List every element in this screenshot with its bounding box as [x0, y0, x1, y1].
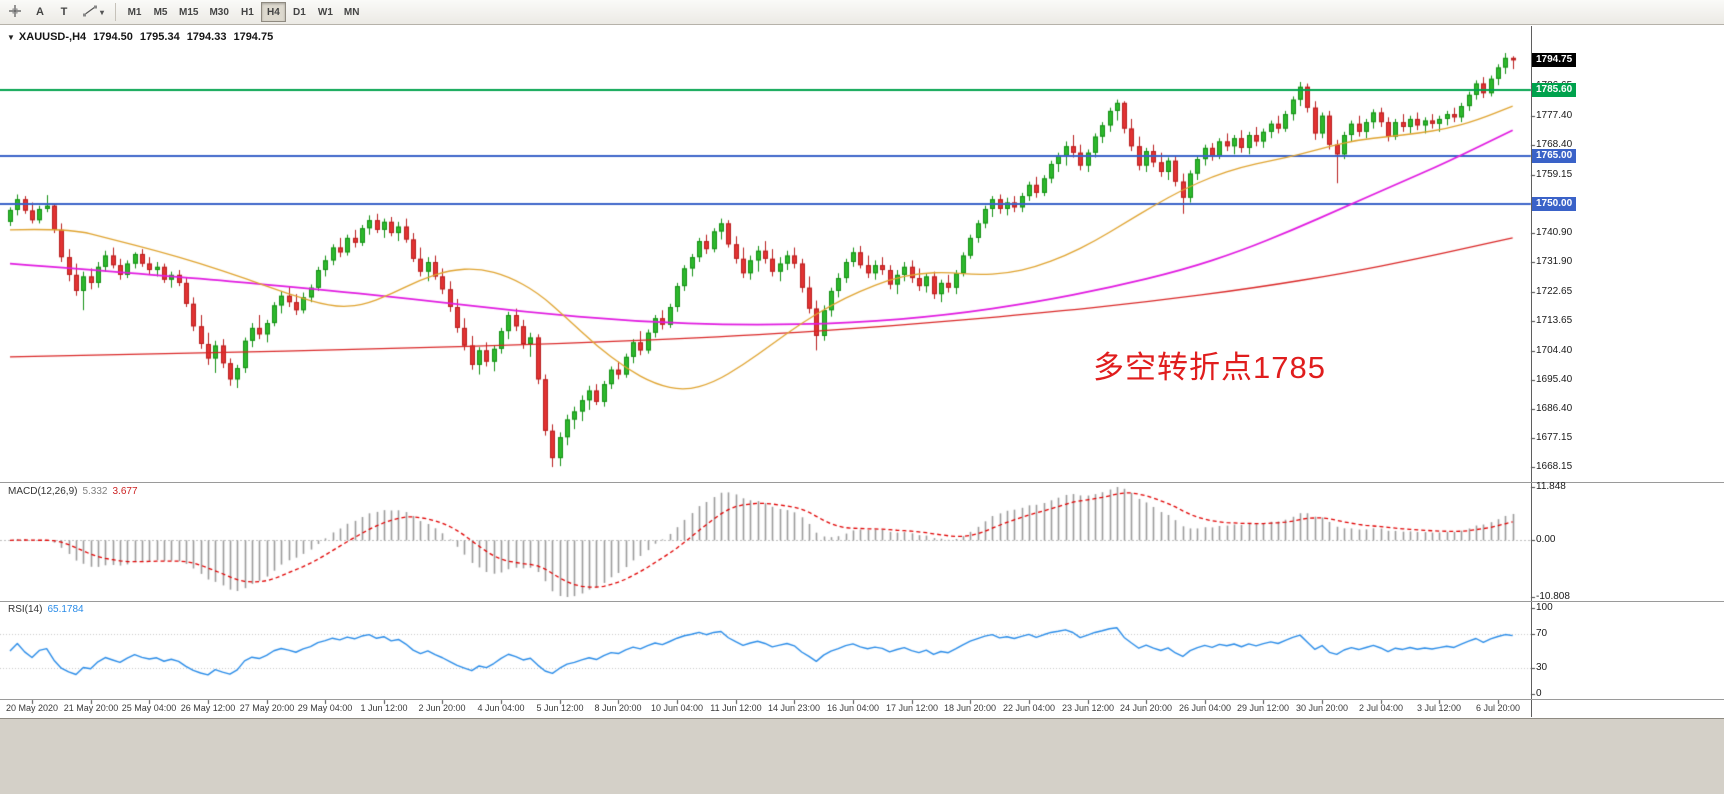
timeframe-button-m15[interactable]: M15: [174, 2, 203, 22]
price-axis-label: 1768.40: [1536, 139, 1573, 150]
timeframe-button-d1[interactable]: D1: [287, 2, 312, 22]
chart-annotation-text: 多空转折点1785: [1093, 350, 1326, 385]
price-axis-label: 1740.90: [1536, 227, 1573, 238]
time-axis-label: 25 May 04:00: [121, 703, 177, 713]
time-axis-label: 24 Jun 20:00: [1119, 703, 1173, 713]
macd-title: MACD(12,26,9) 5.332 3.677: [8, 486, 143, 497]
price-axis-label: 1722.65: [1536, 286, 1573, 297]
text-label-tool-button[interactable]: A: [29, 2, 51, 22]
rsi-indicator-name: RSI(14): [8, 604, 43, 615]
macd-indicator-name: MACD(12,26,9): [8, 486, 78, 497]
current-price-tag: 1794.75: [1532, 53, 1577, 67]
toolbar-separator: [115, 3, 117, 21]
timeframe-buttons: M1 M5 M15 M30 H1 H4 D1 W1 MN: [122, 2, 364, 22]
time-axis-label: 18 Jun 20:00: [943, 703, 997, 713]
price-axis-label: 1713.65: [1536, 315, 1573, 326]
time-axis-label: 5 Jun 12:00: [536, 703, 584, 713]
crosshair-icon: [8, 4, 22, 21]
level-price-tag: 1785.60: [1532, 83, 1577, 97]
price-axis-label: 1677.15: [1536, 432, 1573, 443]
time-axis-label: 2 Jun 20:00: [418, 703, 466, 713]
ohlc-low: 1794.33: [186, 31, 227, 43]
ohlc-open: 1794.50: [93, 31, 133, 43]
timeframe-button-m5[interactable]: M5: [148, 2, 173, 22]
ohlc-close: 1794.75: [233, 31, 274, 43]
price-axis-label: 1668.15: [1536, 461, 1573, 472]
time-axis-label: 3 Jul 12:00: [1416, 703, 1462, 713]
rsi-axis-label: 70: [1536, 628, 1548, 639]
time-axis-label: 29 Jun 12:00: [1236, 703, 1290, 713]
time-axis-label: 20 May 2020: [5, 703, 59, 713]
symbol-timeframe-label: XAUUSD-,H4: [18, 31, 87, 43]
level-price-tag: 1750.00: [1532, 197, 1577, 211]
macd-main-value: 5.332: [82, 486, 108, 497]
trendline-icon: [82, 4, 98, 21]
time-axis-label: 16 Jun 04:00: [826, 703, 880, 713]
pane-separator-rsi[interactable]: [0, 601, 1724, 602]
timeframe-button-mn[interactable]: MN: [339, 2, 365, 22]
time-axis-label: 8 Jun 20:00: [594, 703, 642, 713]
macd-axis-label: 0.00: [1536, 534, 1556, 545]
status-area: [0, 718, 1724, 794]
timeframe-button-m30[interactable]: M30: [204, 2, 233, 22]
time-axis-label: 4 Jun 04:00: [477, 703, 525, 713]
macd-axis-label: -10.808: [1536, 591, 1570, 602]
chart-symbol-header: ▼ XAUUSD-,H4 1794.50 1795.34 1794.33 179…: [7, 31, 273, 43]
time-axis-label: 27 May 20:00: [239, 703, 295, 713]
time-axis-label: 10 Jun 04:00: [650, 703, 704, 713]
level-price-tag: 1765.00: [1532, 149, 1577, 163]
time-axis-label: 6 Jul 20:00: [1475, 703, 1521, 713]
time-axis-label: 26 May 12:00: [180, 703, 236, 713]
price-axis-label: 1777.40: [1536, 110, 1573, 121]
rsi-axis-label: 30: [1536, 662, 1548, 673]
time-axis-separator: [0, 699, 1724, 700]
time-axis-label: 23 Jun 12:00: [1061, 703, 1115, 713]
time-axis-label: 30 Jun 20:00: [1295, 703, 1349, 713]
rsi-title: RSI(14) 65.1784: [8, 604, 89, 615]
ohlc-high: 1795.34: [139, 31, 180, 43]
time-axis-label: 17 Jun 12:00: [885, 703, 939, 713]
pane-separator-macd[interactable]: [0, 482, 1724, 483]
price-axis-border: [1531, 26, 1532, 717]
price-axis-label: 1731.90: [1536, 256, 1573, 267]
price-axis-label: 1759.15: [1536, 169, 1573, 180]
price-axis-label: 1695.40: [1536, 374, 1573, 385]
macd-axis-label: 11.848: [1536, 481, 1566, 492]
macd-signal-value: 3.677: [112, 486, 138, 497]
toolbar: A T ▾ M1 M5 M15 M30 H1 H4 D1 W1 MN: [0, 0, 1724, 25]
crosshair-tool-button[interactable]: [3, 2, 27, 22]
time-axis-label: 11 Jun 12:00: [710, 703, 762, 713]
time-axis-label: 29 May 04:00: [297, 703, 353, 713]
text-tool-button[interactable]: T: [53, 2, 75, 22]
time-axis-label: 21 May 20:00: [63, 703, 119, 713]
dropdown-caret-icon: ▾: [100, 7, 105, 17]
rsi-axis-label: 100: [1536, 602, 1553, 613]
time-axis-label: 2 Jul 04:00: [1358, 703, 1404, 713]
time-axis-label: 1 Jun 12:00: [360, 703, 408, 713]
rsi-value: 65.1784: [47, 604, 84, 615]
symbol-dropdown-icon: ▼: [7, 32, 15, 42]
rsi-axis-label: 0: [1536, 688, 1542, 699]
timeframe-button-h4[interactable]: H4: [260, 2, 286, 22]
price-axis-label: 1686.40: [1536, 403, 1573, 414]
timeframe-button-h1[interactable]: H1: [235, 2, 260, 22]
timeframe-button-m1[interactable]: M1: [122, 2, 147, 22]
time-axis-label: 26 Jun 04:00: [1178, 703, 1232, 713]
time-axis-label: 22 Jun 04:00: [1002, 703, 1056, 713]
draw-tool-button[interactable]: ▾: [77, 2, 109, 22]
price-axis-label: 1704.40: [1536, 345, 1573, 356]
time-axis-label: 14 Jun 23:00: [767, 703, 821, 713]
timeframe-button-w1[interactable]: W1: [313, 2, 338, 22]
